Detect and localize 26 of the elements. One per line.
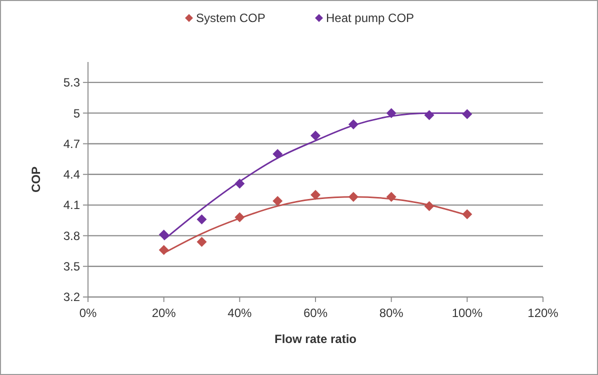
point: [272, 148, 283, 159]
point: [310, 130, 320, 141]
point: [310, 190, 320, 200]
x-tick-label: 40%: [228, 306, 252, 320]
x-axis-title: Flow rate ratio: [274, 332, 357, 346]
y-tick-label: 4.1: [63, 198, 80, 212]
x-tick-label: 80%: [379, 306, 404, 320]
y-tick-label: 3.8: [63, 228, 80, 243]
x-tick-label: 60%: [303, 306, 328, 320]
y-tick-label: 3.5: [63, 260, 80, 274]
point: [196, 214, 207, 224]
point: [158, 230, 169, 240]
y-tick-label: 4.4: [63, 168, 80, 182]
y-tick-label: 5.3: [63, 76, 80, 90]
x-tick-label: 100%: [452, 306, 483, 320]
y-tick-label: 3.2: [63, 290, 80, 304]
point: [196, 236, 207, 247]
legend-label: System COP: [196, 11, 266, 25]
y-tick-label: 4.7: [63, 136, 80, 151]
y-axis-title: COP: [29, 166, 43, 193]
point: [272, 196, 283, 206]
x-tick-label: 20%: [152, 306, 176, 320]
x-tick-label: 0%: [79, 306, 97, 320]
legend-label: Heat pump COP: [326, 11, 414, 25]
y-tick-label: 5: [73, 106, 80, 120]
x-tick-label: 120%: [528, 306, 559, 320]
